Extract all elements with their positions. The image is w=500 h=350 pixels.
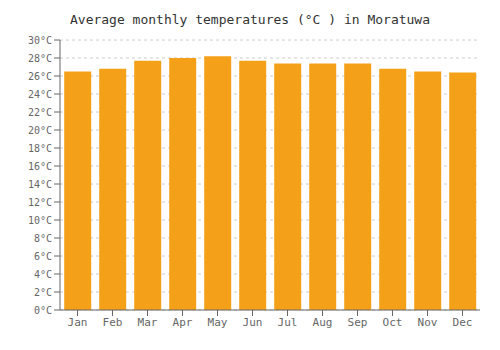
svg-text:Apr: Apr xyxy=(173,316,193,329)
svg-text:0°C: 0°C xyxy=(34,305,52,316)
svg-text:26°C: 26°C xyxy=(28,71,52,82)
svg-text:4°C: 4°C xyxy=(34,269,52,280)
svg-text:Nov: Nov xyxy=(418,316,438,329)
svg-text:Sep: Sep xyxy=(348,316,368,329)
svg-text:24°C: 24°C xyxy=(28,89,52,100)
svg-text:28°C: 28°C xyxy=(28,53,52,64)
svg-text:12°C: 12°C xyxy=(28,197,52,208)
svg-text:Jun: Jun xyxy=(243,316,263,329)
svg-text:Jul: Jul xyxy=(278,316,298,329)
svg-text:8°C: 8°C xyxy=(34,233,52,244)
svg-text:14°C: 14°C xyxy=(28,179,52,190)
svg-text:May: May xyxy=(208,316,228,329)
svg-text:Mar: Mar xyxy=(138,316,158,329)
svg-text:2°C: 2°C xyxy=(34,287,52,298)
svg-text:Aug: Aug xyxy=(313,316,333,329)
svg-text:30°C: 30°C xyxy=(28,35,52,46)
svg-text:Feb: Feb xyxy=(103,316,123,329)
svg-text:22°C: 22°C xyxy=(28,107,52,118)
svg-text:Oct: Oct xyxy=(383,316,403,329)
svg-text:6°C: 6°C xyxy=(34,251,52,262)
svg-text:Jan: Jan xyxy=(68,316,88,329)
svg-text:Dec: Dec xyxy=(453,316,473,329)
svg-text:18°C: 18°C xyxy=(28,143,52,154)
svg-text:10°C: 10°C xyxy=(28,215,52,226)
svg-text:16°C: 16°C xyxy=(28,161,52,172)
html-text:Average monthly temperatures (: Average monthly temperatures (°C ) in Mo… xyxy=(70,12,430,27)
svg-text:20°C: 20°C xyxy=(28,125,52,136)
